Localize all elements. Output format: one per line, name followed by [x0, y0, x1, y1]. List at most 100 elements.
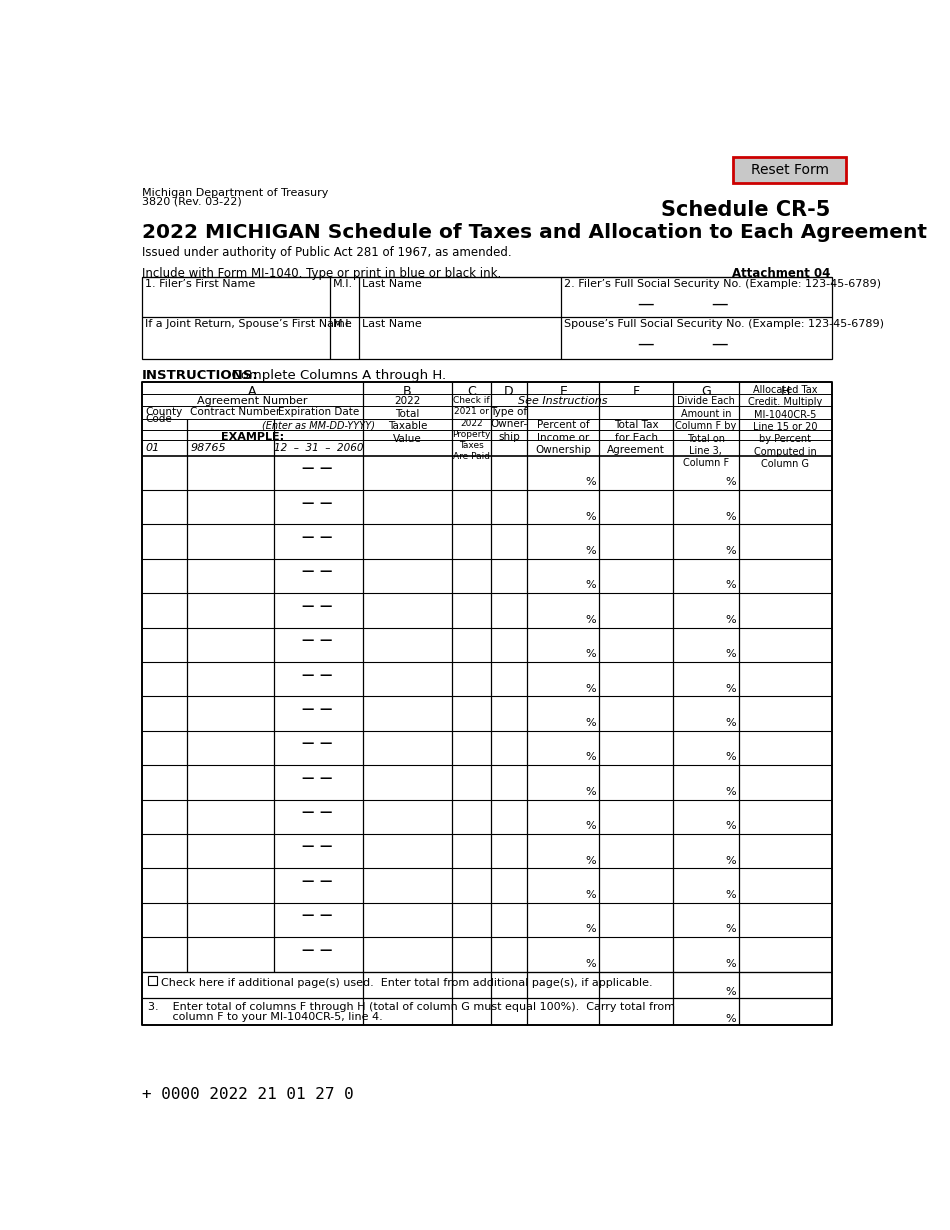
Text: 3.    Enter total of columns F through H (total of column G must equal 100%).  C: 3. Enter total of columns F through H (t…	[148, 1002, 675, 1012]
Text: 98765: 98765	[190, 443, 226, 454]
Text: %: %	[725, 718, 735, 728]
Text: column F to your MI-1040CR-5, line 4.: column F to your MI-1040CR-5, line 4.	[148, 1012, 383, 1022]
Text: —: —	[320, 702, 332, 716]
Text: %: %	[725, 684, 735, 694]
Text: Reset Form: Reset Form	[750, 162, 828, 177]
Text: —: —	[301, 600, 314, 613]
Text: 1. Filer’s First Name: 1. Filer’s First Name	[145, 279, 256, 289]
Text: 3820 (Rev. 03-22): 3820 (Rev. 03-22)	[142, 197, 241, 207]
Text: —: —	[301, 702, 314, 716]
Text: —: —	[320, 669, 332, 681]
Text: %: %	[585, 718, 597, 728]
Text: %: %	[585, 512, 597, 522]
Text: —: —	[320, 497, 332, 509]
Text: %: %	[725, 959, 735, 969]
Text: —: —	[301, 909, 314, 922]
Text: Attachment 04: Attachment 04	[732, 267, 830, 280]
Text: —: —	[301, 531, 314, 544]
Text: %: %	[585, 615, 597, 625]
Text: Include with Form MI-1040. Type or print in blue or black ink.: Include with Form MI-1040. Type or print…	[142, 267, 502, 280]
Text: —: —	[301, 840, 314, 854]
Text: M.I.: M.I.	[332, 320, 352, 330]
Text: %: %	[585, 684, 597, 694]
Text: Complete Columns A through H.: Complete Columns A through H.	[223, 369, 446, 383]
Text: %: %	[725, 787, 735, 797]
Text: A: A	[248, 385, 256, 397]
Text: %: %	[585, 546, 597, 556]
Text: %: %	[585, 649, 597, 659]
Text: + 0000 2022 21 01 27 0: + 0000 2022 21 01 27 0	[142, 1087, 353, 1102]
Text: M.I.: M.I.	[332, 279, 352, 289]
Text: (Enter as MM-DD-YYYY): (Enter as MM-DD-YYYY)	[262, 421, 375, 430]
Text: 2022
Total
Taxable
Value: 2022 Total Taxable Value	[388, 396, 428, 444]
Text: %: %	[585, 787, 597, 797]
Bar	[733, 157, 846, 183]
Text: H: H	[781, 385, 790, 397]
Text: Last Name: Last Name	[362, 279, 422, 289]
Text: %: %	[725, 925, 735, 935]
Text: %: %	[585, 581, 597, 590]
Text: —: —	[320, 462, 332, 475]
Text: Check here if additional page(s) used.  Enter total from additional page(s), if : Check here if additional page(s) used. E…	[161, 978, 653, 988]
Text: County: County	[145, 407, 182, 417]
Text: %: %	[725, 512, 735, 522]
Text: %: %	[725, 615, 735, 625]
Text: —: —	[301, 669, 314, 681]
Text: —: —	[711, 335, 728, 353]
Text: —: —	[637, 335, 654, 353]
Text: —: —	[320, 737, 332, 750]
Text: —: —	[301, 875, 314, 888]
Text: %: %	[585, 477, 597, 487]
Text: Last Name: Last Name	[362, 320, 422, 330]
Text: Issued under authority of Public Act 281 of 1967, as amended.: Issued under authority of Public Act 281…	[142, 246, 512, 260]
Bar	[142, 383, 832, 1026]
Text: %: %	[585, 891, 597, 900]
Text: D: D	[504, 385, 514, 397]
Text: —: —	[301, 635, 314, 647]
Text: —: —	[301, 771, 314, 785]
Text: 2. Filer’s Full Social Security No. (Example: 123-45-6789): 2. Filer’s Full Social Security No. (Exa…	[563, 279, 881, 289]
Text: —: —	[301, 943, 314, 957]
Text: INSTRUCTIONS:: INSTRUCTIONS:	[142, 369, 258, 383]
Text: —: —	[320, 600, 332, 613]
Text: —: —	[301, 462, 314, 475]
Text: Check if
2021 or
2022
Property
Taxes
Are Paid: Check if 2021 or 2022 Property Taxes Are…	[452, 396, 490, 461]
Text: Code: Code	[145, 415, 172, 424]
Text: Schedule CR-5: Schedule CR-5	[661, 200, 830, 220]
Text: —: —	[320, 771, 332, 785]
Text: F: F	[633, 385, 639, 397]
Text: C: C	[467, 385, 476, 397]
Text: Allocated Tax
Credit. Multiply
MI-1040CR-5
Line 15 or 20
by Percent
Computed in
: Allocated Tax Credit. Multiply MI-1040CR…	[749, 385, 823, 469]
Text: —: —	[320, 635, 332, 647]
Text: E: E	[560, 385, 567, 397]
Text: %: %	[725, 1015, 735, 1025]
Bar	[142, 383, 832, 1026]
Bar	[148, 977, 157, 984]
Text: See Instructions: See Instructions	[519, 396, 608, 406]
Text: %: %	[725, 477, 735, 487]
Text: Type of
Owner-
ship: Type of Owner- ship	[490, 407, 527, 442]
Text: —: —	[301, 737, 314, 750]
Text: %: %	[585, 925, 597, 935]
Bar	[142, 277, 832, 359]
Text: —: —	[320, 875, 332, 888]
Text: %: %	[725, 988, 735, 998]
Text: B: B	[403, 385, 411, 397]
Text: %: %	[725, 753, 735, 763]
Text: —: —	[320, 909, 332, 922]
Text: %: %	[725, 891, 735, 900]
Text: Spouse’s Full Social Security No. (Example: 123-45-6789): Spouse’s Full Social Security No. (Examp…	[563, 320, 884, 330]
Text: %: %	[585, 753, 597, 763]
Text: Expiration Date: Expiration Date	[277, 407, 359, 417]
Text: %: %	[725, 649, 735, 659]
Text: %: %	[725, 546, 735, 556]
Text: EXAMPLE:: EXAMPLE:	[220, 433, 284, 443]
Text: —: —	[637, 295, 654, 312]
Text: 01: 01	[145, 443, 160, 454]
Text: —: —	[711, 295, 728, 312]
Text: %: %	[725, 581, 735, 590]
Text: 12  –  31  –  2060: 12 – 31 – 2060	[274, 443, 363, 454]
Text: —: —	[320, 840, 332, 854]
Text: Divide Each
Amount in
Column F by
Total on
Line 3,
Column F: Divide Each Amount in Column F by Total …	[675, 396, 736, 469]
Text: If a Joint Return, Spouse’s First Name: If a Joint Return, Spouse’s First Name	[145, 320, 352, 330]
